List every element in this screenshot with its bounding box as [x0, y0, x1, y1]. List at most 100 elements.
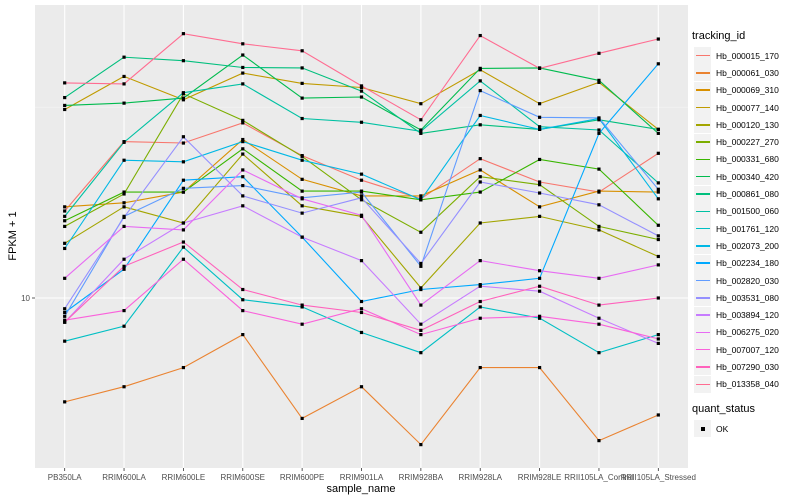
data-point — [122, 101, 126, 105]
data-point — [359, 89, 364, 93]
data-point — [597, 439, 601, 443]
data-point — [300, 416, 304, 421]
data-point — [419, 333, 423, 337]
data-point — [181, 32, 186, 36]
x-tick-label: RRIM928BA — [399, 473, 444, 482]
legend-tracking-id: tracking_id Hb_000015_170 Hb_000061_030 Hb… — [692, 30, 779, 393]
data-point — [241, 152, 245, 156]
data-point — [359, 310, 364, 315]
data-point — [63, 276, 67, 280]
data-point — [122, 74, 126, 79]
data-point — [122, 215, 126, 220]
data-point — [122, 309, 126, 313]
data-point — [63, 314, 67, 318]
legend-label: Hb_002234_180 — [716, 258, 779, 269]
legend-label: Hb_013358_040 — [716, 379, 779, 390]
data-point — [122, 190, 126, 194]
data-point — [63, 107, 67, 112]
data-point — [419, 264, 423, 268]
legend-item: Hb_000069_310 — [692, 81, 779, 99]
data-point — [359, 213, 364, 217]
legend-item: Hb_006275_020 — [692, 323, 779, 341]
legend-label: Hb_001761_120 — [716, 223, 779, 234]
data-point — [478, 33, 482, 38]
data-point — [241, 309, 245, 313]
data-point — [122, 224, 126, 229]
legend-key — [694, 358, 711, 376]
legend-label: Hb_000069_310 — [716, 85, 779, 96]
data-point — [419, 443, 423, 447]
legend-key — [694, 47, 711, 65]
data-point — [241, 121, 245, 125]
legend-title: tracking_id — [692, 30, 746, 42]
data-point — [597, 351, 601, 355]
legend-label: Hb_003531_080 — [716, 292, 779, 303]
data-point — [419, 102, 423, 106]
legend-quant-status: quant_status OK — [692, 403, 755, 438]
data-point — [537, 102, 542, 106]
legend-key — [694, 375, 711, 393]
data-point — [597, 116, 601, 120]
legend-line-swatch — [695, 175, 710, 178]
data-point — [656, 254, 660, 259]
legend-line-swatch — [695, 89, 710, 91]
data-point — [300, 158, 304, 162]
legend-line-swatch — [695, 262, 710, 264]
data-point — [419, 322, 423, 326]
data-point — [478, 66, 482, 70]
legend-item: Hb_013358_040 — [692, 375, 779, 393]
data-point — [419, 303, 423, 307]
data-point — [656, 296, 660, 300]
data-point — [181, 365, 186, 370]
data-point — [419, 194, 423, 198]
data-point — [359, 190, 364, 194]
data-point — [63, 209, 67, 213]
x-tick-label: RRIM600LE — [162, 473, 206, 482]
legend-label: Hb_001500_060 — [716, 206, 779, 217]
data-point — [300, 96, 304, 100]
data-point — [656, 337, 660, 341]
x-tick-label: RRIM928LE — [518, 473, 562, 482]
data-point — [597, 228, 601, 232]
data-point — [478, 190, 482, 194]
x-tick-label: PB350LA — [48, 473, 82, 482]
data-point — [656, 37, 660, 41]
data-point — [537, 183, 542, 187]
data-point — [63, 205, 67, 209]
legend-item: Hb_003531_080 — [692, 289, 779, 307]
data-point — [300, 305, 304, 309]
data-point — [419, 230, 423, 234]
data-point — [300, 154, 304, 158]
data-point — [241, 287, 245, 292]
data-point — [597, 78, 601, 82]
y-axis: 10 — [21, 294, 35, 303]
data-point — [537, 289, 542, 293]
data-point — [537, 314, 542, 318]
data-point — [656, 187, 660, 191]
data-point — [122, 257, 126, 261]
x-tick-label: RRIM600PE — [280, 473, 324, 482]
data-point — [656, 151, 660, 155]
data-point — [478, 316, 482, 320]
data-point — [300, 49, 304, 53]
data-point — [241, 147, 245, 151]
legend-quant-item: OK — [692, 420, 755, 438]
legend-item: Hb_000331_680 — [692, 150, 779, 168]
y-tick-label: 10 — [21, 294, 30, 303]
legend-line-swatch — [695, 141, 710, 143]
data-point — [597, 224, 601, 229]
data-point — [241, 53, 245, 57]
legend-item: Hb_001500_060 — [692, 202, 779, 220]
legend-quant-label: OK — [716, 423, 729, 434]
data-point — [122, 55, 126, 59]
legend-line-swatch — [695, 54, 710, 57]
data-point — [122, 82, 126, 86]
data-point — [300, 66, 304, 70]
legend-label: Hb_000015_170 — [716, 50, 779, 61]
data-point — [122, 205, 126, 209]
data-point — [419, 287, 423, 292]
legend-key — [694, 133, 711, 151]
legend-item: Hb_003894_120 — [692, 306, 779, 324]
data-point — [122, 201, 126, 205]
